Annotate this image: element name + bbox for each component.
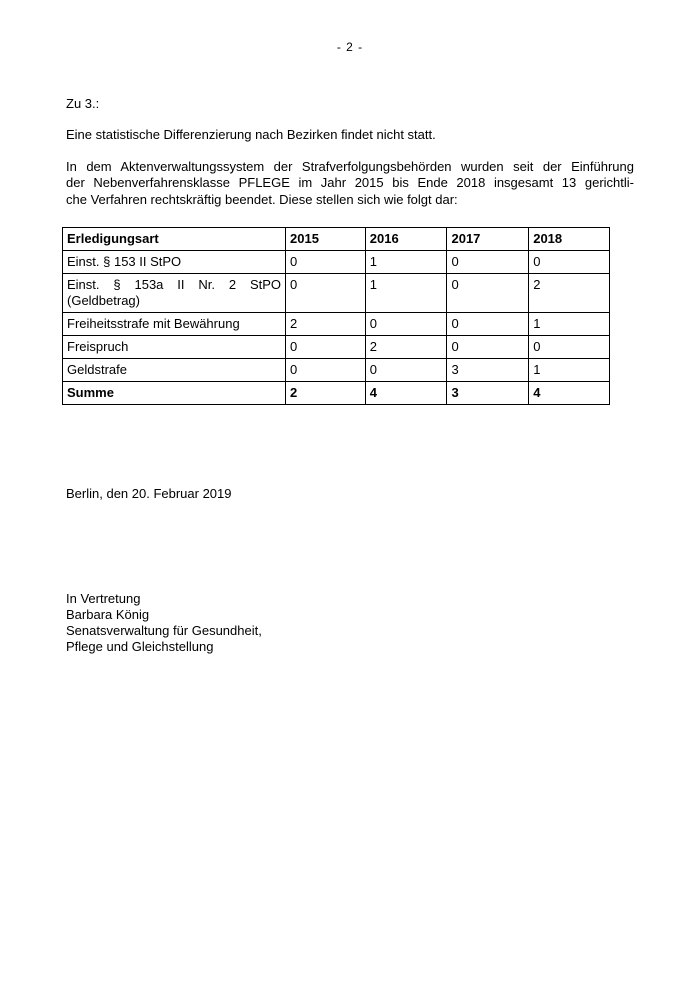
- cell-value: 2: [285, 312, 366, 336]
- paragraph-line: che Verfahren rechtskräftig beendet. Die…: [66, 191, 458, 207]
- cell-value: 0: [528, 335, 610, 359]
- table-summary-row: Summe 2 4 3 4: [61, 381, 610, 405]
- summary-value: 4: [528, 381, 610, 405]
- summary-value: 3: [446, 381, 530, 405]
- row-label: Freispruch: [61, 335, 287, 359]
- table-header-row: Erledigungsart 2015 2016 2017 2018: [61, 227, 610, 251]
- cell-value: 0: [285, 358, 366, 382]
- column-header-2016: 2016: [364, 227, 448, 251]
- row-label-line1: Einst. § 153a II Nr. 2 StPO: [67, 277, 282, 292]
- column-header-erledigungsart: Erledigungsart: [61, 227, 287, 251]
- cell-value: 0: [285, 250, 366, 274]
- row-label: Einst. § 153 II StPO: [61, 250, 287, 274]
- intro-paragraph: In dem Aktenverwaltungssystem der Strafv…: [66, 159, 634, 208]
- cell-value: 1: [528, 358, 610, 382]
- signature-line-org1: Senatsverwaltung für Gesundheit,: [66, 623, 262, 639]
- table-row: Geldstrafe 0 0 3 1: [61, 358, 610, 382]
- summary-label: Summe: [61, 381, 287, 405]
- cell-value: 1: [364, 273, 448, 313]
- results-table: Erledigungsart 2015 2016 2017 2018 Einst…: [61, 227, 610, 405]
- signature-line-name: Barbara König: [66, 607, 150, 623]
- cell-value: 3: [446, 358, 530, 382]
- cell-value: 2: [528, 273, 610, 313]
- cell-value: 1: [364, 250, 448, 274]
- place-date-line: Berlin, den 20. Februar 2019: [66, 486, 232, 501]
- signature-block: In Vertretung Barbara König Senatsverwal…: [66, 591, 262, 656]
- section-heading: Zu 3.:: [66, 96, 100, 111]
- summary-value: 4: [364, 381, 448, 405]
- cell-value: 0: [285, 335, 366, 359]
- cell-value: 2: [364, 335, 448, 359]
- row-label: Geldstrafe: [61, 358, 287, 382]
- summary-value: 2: [285, 381, 366, 405]
- table-row: Einst. § 153 II StPO 0 1 0 0: [61, 250, 610, 274]
- paragraph-line: der Nebenverfahrensklasse PFLEGE im Jahr…: [66, 175, 634, 191]
- page-number: - 2 -: [336, 40, 364, 54]
- signature-line-org2: Pflege und Gleichstellung: [66, 639, 214, 655]
- column-header-2017: 2017: [446, 227, 530, 251]
- table-row: Freispruch 0 2 0 0: [61, 335, 610, 359]
- cell-value: 0: [528, 250, 610, 274]
- row-label: Freiheitsstrafe mit Bewährung: [61, 312, 287, 336]
- paragraph-line: In dem Aktenverwaltungssystem der Strafv…: [66, 159, 634, 174]
- cell-value: 0: [364, 312, 448, 336]
- statement-line: Eine statistische Differenzierung nach B…: [66, 127, 436, 142]
- row-label: Einst. § 153a II Nr. 2 StPO (Geldbetrag): [61, 273, 287, 313]
- column-header-2015: 2015: [285, 227, 366, 251]
- cell-value: 0: [285, 273, 366, 313]
- cell-value: 0: [446, 273, 530, 313]
- cell-value: 0: [446, 312, 530, 336]
- signature-line-in-vertretung: In Vertretung: [66, 591, 141, 606]
- cell-value: 0: [446, 250, 530, 274]
- cell-value: 0: [364, 358, 448, 382]
- table-row: Einst. § 153a II Nr. 2 StPO (Geldbetrag)…: [61, 273, 610, 313]
- row-label-line2: (Geldbetrag): [67, 293, 140, 308]
- column-header-2018: 2018: [528, 227, 610, 251]
- cell-value: 0: [446, 335, 530, 359]
- cell-value: 1: [528, 312, 610, 336]
- table-row: Freiheitsstrafe mit Bewährung 2 0 0 1: [61, 312, 610, 336]
